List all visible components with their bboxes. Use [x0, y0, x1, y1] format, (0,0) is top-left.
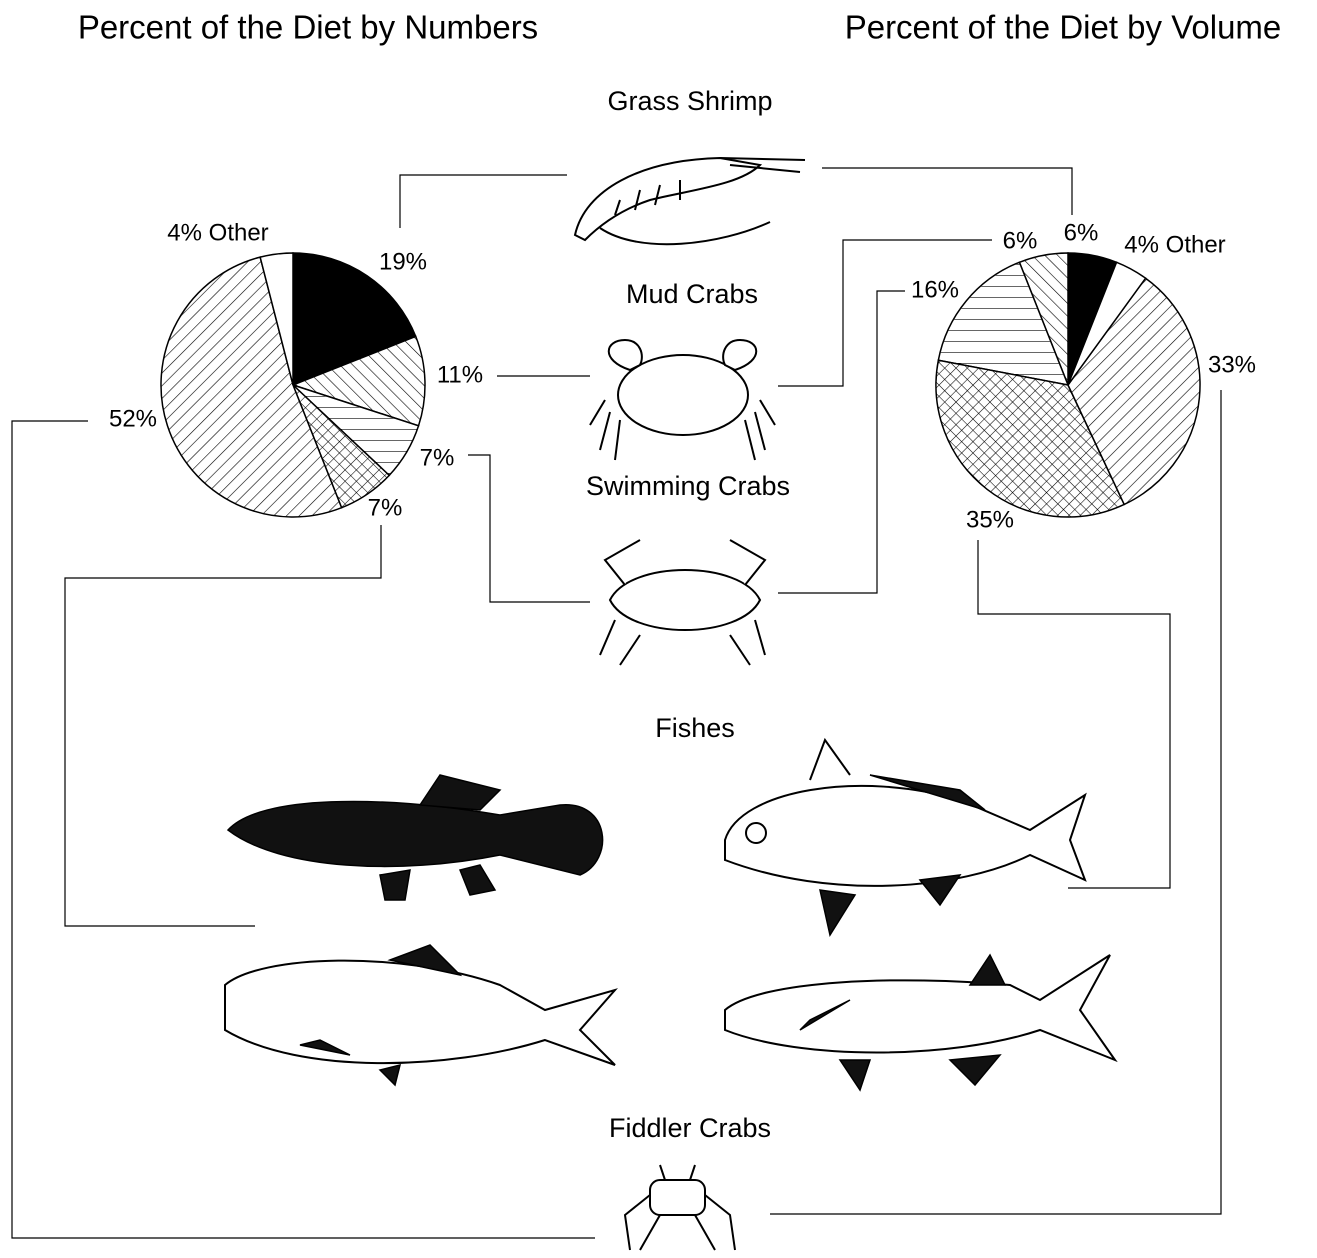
connector	[65, 525, 381, 926]
fish-illustration	[725, 955, 1115, 1090]
fish-illustration	[725, 740, 1085, 935]
swimming-crab-illustration	[600, 540, 765, 665]
pie-title: Percent of the Diet by Volume	[845, 9, 1282, 46]
value-label: 11%	[437, 361, 483, 388]
pie	[936, 253, 1200, 517]
connector	[468, 455, 590, 602]
pie	[161, 253, 425, 517]
value-label: 33%	[1208, 351, 1256, 378]
value-label: 19%	[379, 248, 427, 275]
category-label: Fishes	[655, 713, 735, 743]
connector	[778, 291, 905, 593]
value-label: 4% Other	[167, 219, 268, 246]
value-label: 16%	[911, 276, 959, 303]
pie-title: Percent of the Diet by Numbers	[78, 9, 538, 46]
value-label: 7%	[420, 444, 455, 471]
fish-illustration	[228, 775, 603, 900]
fish-illustration	[225, 945, 615, 1085]
value-label: 35%	[966, 506, 1014, 533]
connector	[400, 175, 567, 228]
shrimp-illustration	[575, 158, 805, 244]
chart: Percent of the Diet by Numbers 19% 11% 7% 7%…	[0, 0, 1317, 1258]
category-label: Fiddler Crabs	[609, 1113, 771, 1143]
connector	[822, 168, 1072, 215]
category-label: Grass Shrimp	[607, 86, 772, 116]
fiddler-crab-illustration	[625, 1165, 735, 1250]
category-label: Swimming Crabs	[586, 471, 790, 501]
category-label: Mud Crabs	[626, 279, 758, 309]
value-label: 52%	[109, 405, 157, 432]
value-label: 7%	[368, 494, 403, 521]
mud-crab-illustration	[590, 340, 775, 460]
value-label: 4% Other	[1124, 231, 1225, 258]
value-label: 6%	[1064, 219, 1099, 246]
value-label: 6%	[1003, 227, 1038, 254]
